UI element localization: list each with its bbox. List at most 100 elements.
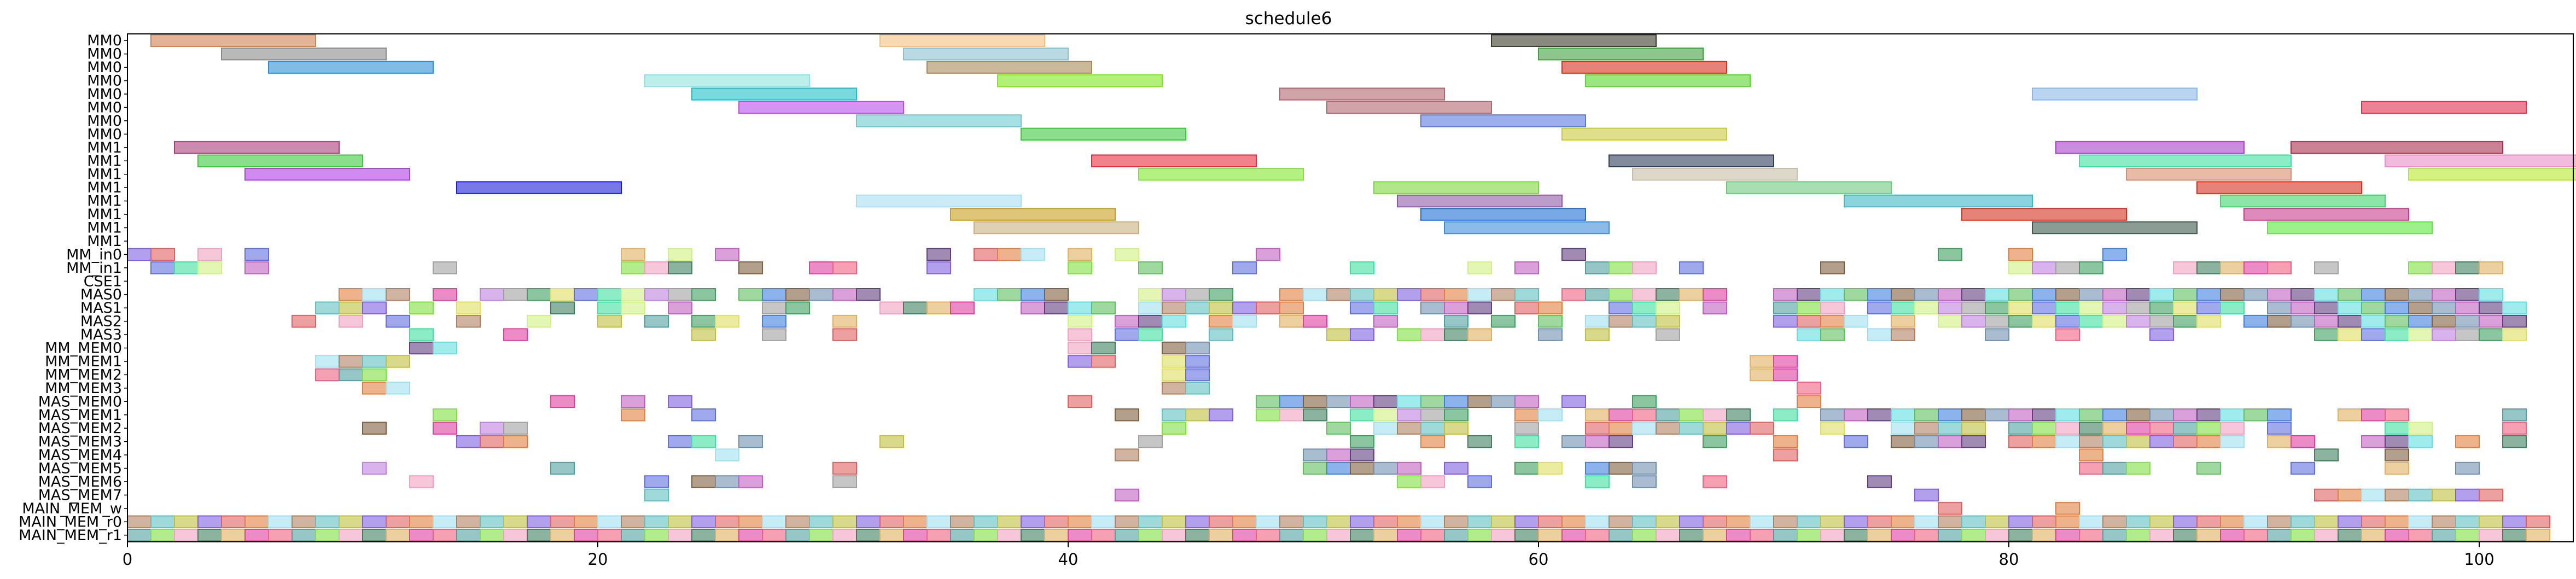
schedule-cell (2385, 328, 2409, 341)
schedule-cell (2102, 422, 2127, 435)
schedule-cell (1373, 314, 1398, 328)
schedule-cell (1350, 529, 1374, 542)
schedule-cell (1068, 314, 1092, 328)
schedule-cell (2361, 288, 2386, 301)
y-tick-label: MAIN_MEM_r0 (19, 513, 122, 530)
schedule-cell (1656, 422, 1680, 435)
schedule-cell (1632, 515, 1657, 529)
schedule-cell (1138, 328, 1163, 341)
schedule-cell (2032, 529, 2056, 542)
schedule-cell (1726, 515, 1751, 529)
schedule-cell (1256, 529, 1280, 542)
schedule-cell (433, 261, 457, 274)
schedule-cell (1561, 395, 1586, 408)
schedule-cell (2361, 301, 2386, 314)
schedule-cell (362, 422, 387, 435)
schedule-cell (1844, 529, 1868, 542)
schedule-cell (2196, 461, 2221, 475)
schedule-cell (2314, 448, 2339, 461)
schedule-cell (1115, 248, 1139, 261)
schedule-cell (950, 515, 975, 529)
schedule-cell (1820, 422, 1845, 435)
schedule-cell (950, 529, 975, 542)
y-tick-label: MAS_MEM1 (38, 407, 122, 424)
schedule-cell (503, 422, 528, 435)
schedule-cell (2502, 529, 2527, 542)
schedule-cell (832, 475, 857, 488)
schedule-cell (2455, 328, 2480, 341)
schedule-cell (1209, 288, 1233, 301)
schedule-cell (1467, 529, 1492, 542)
schedule-cell (456, 435, 481, 448)
schedule-cell (2055, 515, 2080, 529)
schedule-cell (903, 529, 928, 542)
schedule-cell (1068, 248, 1092, 261)
schedule-cell (2055, 261, 2080, 274)
schedule-cell (2479, 529, 2503, 542)
schedule-cell (2079, 261, 2103, 274)
schedule-cell (715, 248, 739, 261)
schedule-cell (1538, 461, 1563, 475)
schedule-cell (527, 314, 551, 328)
schedule-cell (644, 529, 669, 542)
schedule-cell (1773, 314, 1798, 328)
schedule-cell (1068, 301, 1092, 314)
schedule-cell (1938, 314, 1962, 328)
schedule-cell (1844, 435, 1868, 448)
schedule-cell (832, 314, 857, 328)
schedule-bar (950, 208, 1116, 221)
schedule-cell (409, 475, 434, 488)
schedule-cell (1961, 301, 1986, 314)
schedule-cell (2196, 301, 2221, 314)
schedule-cell (1491, 314, 1516, 328)
schedule-cell (2008, 301, 2033, 314)
schedule-bar (1091, 154, 1257, 167)
schedule-cell (2479, 301, 2503, 314)
schedule-cell (715, 529, 739, 542)
y-tick-label: MM1 (87, 166, 122, 183)
schedule-cell (150, 248, 175, 261)
schedule-cell (1350, 448, 1374, 461)
schedule-cell (1115, 408, 1139, 422)
schedule-cell (1279, 395, 1304, 408)
schedule-cell (2479, 288, 2503, 301)
schedule-bar (1373, 181, 1539, 194)
schedule-cell (1632, 288, 1657, 301)
schedule-cell (1703, 529, 1727, 542)
schedule-cell (2338, 288, 2362, 301)
schedule-bar (1444, 221, 1610, 235)
schedule-cell (1938, 435, 1962, 448)
schedule-cell (997, 248, 1022, 261)
schedule-cell (1021, 288, 1045, 301)
schedule-cell (503, 435, 528, 448)
schedule-cell (1773, 529, 1798, 542)
schedule-cell (244, 515, 269, 529)
schedule-cell (1467, 288, 1492, 301)
schedule-cell (386, 314, 410, 328)
schedule-cell (879, 515, 904, 529)
schedule-cell (362, 355, 387, 368)
schedule-cell (1162, 341, 1186, 355)
schedule-cell (2408, 314, 2433, 328)
schedule-cell (1656, 328, 1680, 341)
schedule-bar (903, 47, 1069, 61)
schedule-cell (1420, 288, 1445, 301)
schedule-cell (2243, 314, 2268, 328)
schedule-cell (2267, 422, 2292, 435)
schedule-cell (668, 261, 692, 274)
schedule-cell (715, 515, 739, 529)
schedule-cell (1303, 288, 1327, 301)
schedule-cell (644, 288, 669, 301)
schedule-cell (1703, 435, 1727, 448)
schedule-cell (2526, 529, 2550, 542)
schedule-cell (1373, 515, 1398, 529)
schedule-cell (879, 435, 904, 448)
schedule-cell (668, 529, 692, 542)
schedule-cell (2455, 529, 2480, 542)
schedule-cell (1467, 301, 1492, 314)
schedule-cell (1373, 422, 1398, 435)
schedule-cell (2314, 529, 2339, 542)
schedule-cell (1185, 515, 1210, 529)
schedule-cell (1185, 382, 1210, 395)
schedule-cell (2338, 515, 2362, 529)
